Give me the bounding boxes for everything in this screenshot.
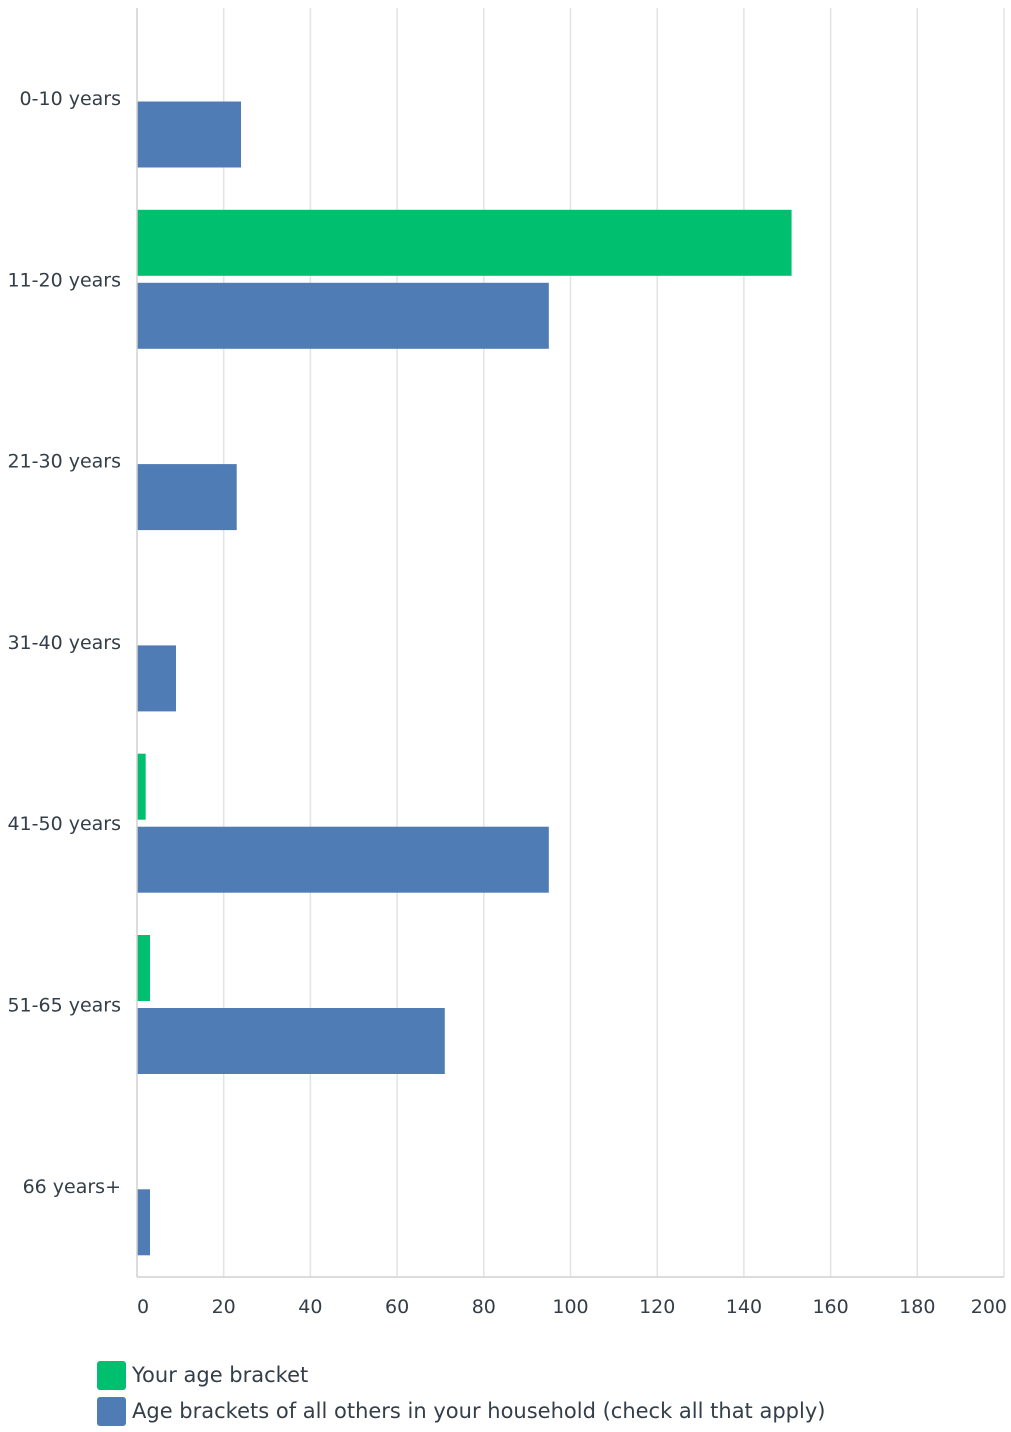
bar-others-4 <box>137 826 549 893</box>
x-tick-label: 0 <box>137 1296 149 1318</box>
chart-svg: 0 20 40 60 80 100 120 140 160 180 200 0-10 years 11-… <box>7 8 1007 1318</box>
y-tick-label: 51-65 years <box>7 995 121 1017</box>
legend-item-series-2[interactable]: Age brackets of all others in your house… <box>97 1396 825 1426</box>
legend-item-series-1[interactable]: Your age bracket <box>97 1360 825 1390</box>
x-tick-label: 180 <box>899 1296 935 1318</box>
x-tick-label: 60 <box>385 1296 409 1318</box>
legend-swatch-series-1 <box>97 1360 126 1390</box>
y-tick-label: 31-40 years <box>7 632 121 654</box>
bar-your-age-5 <box>137 935 151 1001</box>
y-tick-label: 21-30 years <box>7 451 121 473</box>
bar-others-5 <box>137 1008 445 1074</box>
legend: Your age bracket Age brackets of all oth… <box>97 1360 825 1432</box>
y-tick-label: 41-50 years <box>7 813 121 835</box>
y-tick-label: 66 years+ <box>23 1176 121 1198</box>
bar-others-0 <box>137 101 242 168</box>
x-tick-label: 140 <box>726 1296 762 1318</box>
x-tick-label: 160 <box>812 1296 848 1318</box>
legend-label-series-1: Your age bracket <box>132 1363 309 1387</box>
legend-label-series-2: Age brackets of all others in your house… <box>132 1399 826 1423</box>
bar-your-age-1 <box>137 209 792 276</box>
bar-others-2 <box>137 464 237 531</box>
bar-your-age-4 <box>137 753 146 820</box>
y-tick-label: 0-10 years <box>20 88 121 110</box>
x-tick-label: 80 <box>472 1296 496 1318</box>
bar-others-1 <box>137 282 549 349</box>
legend-swatch-series-2 <box>97 1396 126 1426</box>
bar-others-3 <box>137 645 177 712</box>
x-tick-label: 120 <box>639 1296 675 1318</box>
x-tick-label: 40 <box>298 1296 322 1318</box>
x-tick-label: 200 <box>971 1296 1007 1318</box>
x-tick-label: 20 <box>212 1296 236 1318</box>
bar-others-6 <box>137 1189 151 1256</box>
y-tick-label: 11-20 years <box>7 269 121 291</box>
x-tick-label: 100 <box>552 1296 588 1318</box>
